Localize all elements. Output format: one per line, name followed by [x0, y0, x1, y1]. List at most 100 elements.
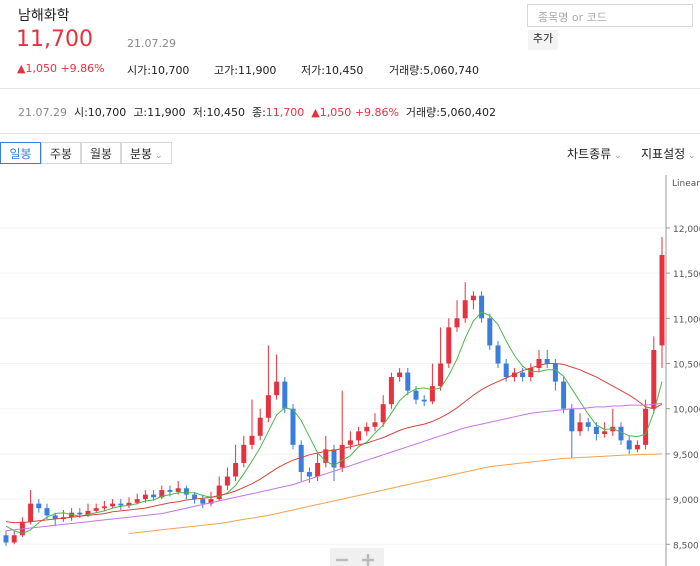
moving-average [5, 363, 663, 524]
candle-body [388, 377, 394, 405]
stock-price: 11,700 [16, 27, 93, 52]
candle-body [561, 381, 567, 409]
tool-label: 지표설정 [641, 147, 686, 161]
y-tick-label: 10,000 [673, 406, 700, 416]
period-tab[interactable]: 일봉 [0, 142, 41, 164]
candle-body [585, 422, 591, 427]
price-date: 21.07.29 [127, 37, 176, 50]
candle-body [265, 395, 271, 418]
scale-label: Linear [672, 179, 700, 189]
tab-label: 분봉 [130, 147, 153, 161]
indicator-menu[interactable]: 지표설정 ⌄ [641, 147, 696, 161]
moving-average [5, 402, 663, 532]
candle-body [85, 510, 91, 515]
candle-body [151, 494, 157, 498]
candle-body [634, 444, 640, 450]
stat-open: 시가:10,700 [127, 64, 190, 77]
summary-low: 저:10,450 [192, 106, 245, 119]
candle-body [241, 444, 247, 463]
candle-body [593, 426, 599, 435]
candle-body [208, 499, 214, 504]
candle-body [577, 422, 583, 432]
candle-body [643, 408, 649, 445]
candle-body [77, 512, 83, 515]
y-tick-label: 11,000 [673, 315, 700, 325]
candle-body [479, 295, 485, 319]
candle-body [602, 431, 608, 435]
moving-average [5, 311, 663, 535]
summary-row: 21.07.29 시:10,700 고:11,900 저:10,450 종:11… [18, 104, 496, 120]
stat-low: 저가:10,450 [301, 64, 364, 77]
candle-body [421, 399, 427, 402]
minute-tab[interactable]: 분봉 ⌄ [121, 142, 172, 164]
stat-volume: 거래량:5,060,740 [389, 64, 480, 77]
period-tab[interactable]: 주봉 [41, 142, 81, 164]
candle-body [364, 426, 370, 432]
candle-body [380, 404, 386, 423]
candle-body [331, 449, 337, 468]
candle-body [397, 372, 403, 378]
candle-body [315, 462, 321, 477]
candle-body [347, 440, 353, 445]
candle-body [93, 508, 99, 511]
price-change: ▲1,050 +9.86% [17, 62, 105, 75]
candle-body [3, 535, 9, 543]
candle-body [372, 422, 378, 427]
y-tick-label: 10,500 [673, 361, 700, 371]
candle-body [11, 535, 17, 543]
summary-open: 시:10,700 [73, 106, 127, 119]
candle-body [495, 345, 501, 364]
candle-body [52, 515, 58, 519]
y-tick-label: 9,500 [673, 451, 699, 461]
stock-name: 남해화학 [18, 8, 70, 24]
candle-body [306, 471, 312, 477]
search-box[interactable]: 종목명 or 코드 [527, 4, 693, 27]
candles [3, 236, 665, 547]
candle-body [323, 449, 329, 463]
candle-body [175, 488, 181, 492]
candle-body [142, 494, 148, 500]
y-tick-label: 8,500 [673, 541, 699, 551]
candle-body [470, 295, 476, 301]
divider [0, 88, 700, 89]
zoom-bg [330, 548, 384, 566]
candle-body [167, 490, 173, 492]
summary-close-label: 종: [251, 106, 266, 119]
candle-body [405, 372, 411, 391]
candle-body [446, 327, 452, 364]
summary-volume: 거래량:5,060,402 [405, 106, 496, 119]
candle-body [28, 503, 34, 522]
zoom-controls [330, 548, 384, 566]
candle-body [552, 363, 558, 382]
candle-body [569, 408, 575, 432]
candle-body [36, 503, 42, 509]
candle-body [257, 417, 263, 436]
candle-body [298, 444, 304, 472]
candle-body [503, 363, 509, 378]
add-button[interactable]: 추가 [528, 30, 558, 50]
candle-body [282, 381, 288, 409]
candle-body [224, 476, 230, 486]
candle-body [233, 462, 239, 477]
y-tick-label: 9,000 [673, 496, 699, 506]
candle-body [618, 426, 624, 441]
tool-label: 차트종류 [567, 147, 612, 161]
candle-body [429, 386, 435, 402]
stat-high: 고가:11,900 [214, 64, 277, 77]
candle-body [216, 485, 222, 500]
candle-body [110, 503, 116, 507]
candle-body [438, 363, 444, 387]
candle-body [413, 390, 419, 400]
chart-type-menu[interactable]: 차트종류 ⌄ [567, 147, 622, 161]
candle-body [651, 349, 657, 409]
candle-body [659, 255, 665, 346]
summary-date: 21.07.29 [18, 106, 67, 119]
candle-body [159, 490, 165, 498]
candle-body [528, 368, 534, 378]
candle-body [200, 499, 206, 504]
candle-body [274, 381, 280, 396]
candle-body [544, 358, 550, 364]
candle-body [536, 358, 542, 369]
period-tab[interactable]: 월봉 [81, 142, 121, 164]
y-tick-label: 12,000 [673, 225, 700, 235]
